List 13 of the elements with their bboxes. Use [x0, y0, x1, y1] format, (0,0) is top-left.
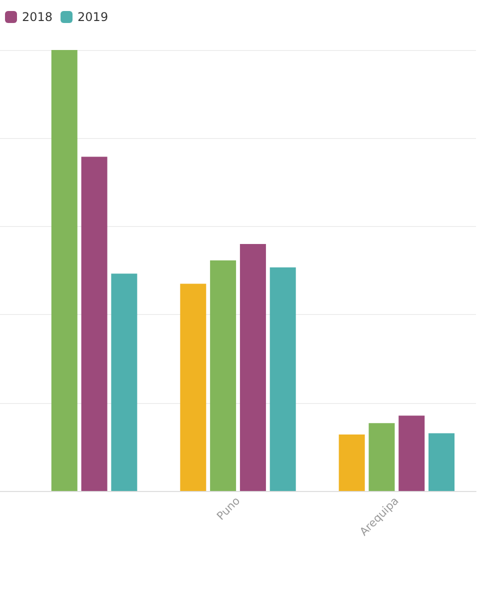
bar — [111, 274, 138, 491]
bar — [81, 156, 108, 491]
bar — [428, 433, 455, 491]
bar — [210, 260, 236, 491]
bar — [51, 50, 78, 491]
bar — [180, 284, 206, 491]
bar — [338, 434, 365, 491]
bar — [240, 244, 266, 491]
legend-label: 2018 — [22, 10, 53, 24]
legend-label: 2019 — [78, 10, 108, 24]
bar — [398, 416, 425, 491]
bar — [368, 423, 395, 491]
bar — [270, 267, 296, 491]
